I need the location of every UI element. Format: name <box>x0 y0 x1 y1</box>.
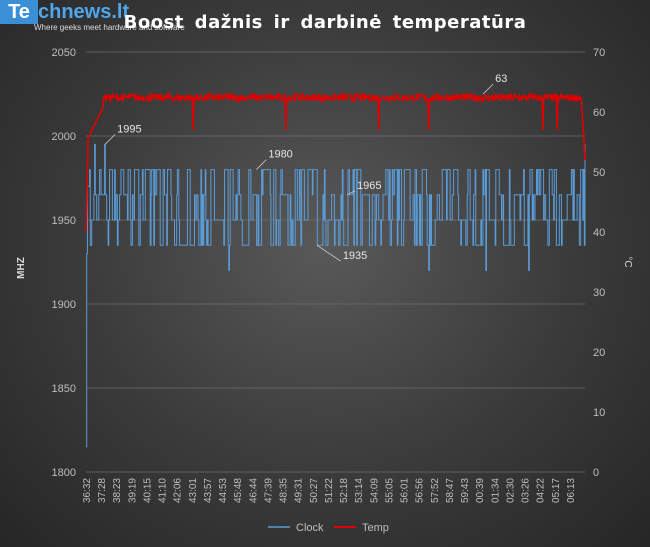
x-tick-label: 38:23 <box>112 478 123 503</box>
x-tick-label: 36:32 <box>82 478 93 503</box>
y-tick-label: 1850 <box>52 383 76 395</box>
legend-label: Temp <box>362 522 389 534</box>
x-tick-label: 55:05 <box>384 478 395 503</box>
y-tick-label: 2050 <box>52 47 76 59</box>
annotation-label: 1935 <box>343 250 367 262</box>
y-tick-label: 1950 <box>52 215 76 227</box>
annotation-label: 63 <box>495 73 507 85</box>
annotation-leader <box>104 134 116 145</box>
x-tick-label: 46:44 <box>248 478 259 503</box>
y-tick-label: 2000 <box>52 131 76 143</box>
x-tick-label: 02:30 <box>505 478 516 503</box>
legend-label: Clock <box>296 522 324 534</box>
logo-tagline: Where geeks meet hardware and software <box>34 23 185 32</box>
logo-highlight: Te <box>0 0 38 24</box>
x-tick-label: 56:01 <box>400 478 411 503</box>
y2-tick-label: 20 <box>593 347 605 359</box>
x-tick-label: 52:18 <box>339 478 350 503</box>
annotation-label: 1980 <box>268 149 292 161</box>
x-tick-label: 43:57 <box>203 478 214 503</box>
annotation-leader <box>482 83 494 95</box>
annotation-leader <box>256 159 267 170</box>
x-tick-label: 39:19 <box>127 478 138 503</box>
y2-tick-label: 60 <box>593 107 605 119</box>
chart-title: Boost dažnis ir darbinė temperatūra <box>123 12 527 33</box>
x-tick-label: 58:47 <box>445 478 456 503</box>
x-tick-label: 43:01 <box>188 478 199 503</box>
x-tick-label: 01:34 <box>490 478 501 503</box>
x-tick-label: 04:22 <box>536 478 547 503</box>
x-tick-label: 47:39 <box>263 478 274 503</box>
annotation-leader <box>346 190 356 196</box>
y2-tick-label: 70 <box>593 47 605 59</box>
x-tick-label: 54:09 <box>369 478 380 503</box>
x-tick-label: 57:52 <box>430 478 441 503</box>
annotation-label: 1995 <box>117 123 141 135</box>
x-tick-label: 44:53 <box>218 478 229 503</box>
annotation-leader <box>316 244 342 262</box>
logo-text: chnews.lt <box>38 1 130 23</box>
x-tick-label: 05:17 <box>551 478 562 503</box>
y-tick-label: 1800 <box>52 467 76 479</box>
x-tick-label: 56:56 <box>415 478 426 503</box>
x-tick-label: 40:15 <box>142 478 153 503</box>
y2-tick-label: 50 <box>593 167 605 179</box>
x-tick-label: 51:22 <box>324 478 335 503</box>
annotation-label: 1965 <box>357 180 381 192</box>
y2-tick-label: 40 <box>593 227 605 239</box>
y2-axis-label: °C <box>622 256 633 267</box>
x-tick-label: 45:48 <box>233 478 244 503</box>
x-tick-label: 03:26 <box>521 478 532 503</box>
x-tick-label: 37:28 <box>97 478 108 503</box>
x-tick-label: 06:13 <box>566 478 577 503</box>
x-tick-label: 53:14 <box>354 478 365 503</box>
y2-tick-label: 0 <box>593 467 599 479</box>
y2-tick-label: 10 <box>593 407 605 419</box>
x-tick-label: 50:27 <box>309 478 320 503</box>
x-tick-label: 41:10 <box>158 478 169 503</box>
y2-tick-label: 30 <box>593 287 605 299</box>
y-axis-label: MHZ <box>16 257 27 279</box>
technews-logo: Te chnews.lt Where geeks meet hardware a… <box>0 0 185 34</box>
y-tick-label: 1900 <box>52 299 76 311</box>
x-tick-label: 59:43 <box>460 478 471 503</box>
clock-series-line <box>86 143 586 448</box>
x-tick-label: 49:31 <box>294 478 305 503</box>
x-tick-label: 42:06 <box>173 478 184 503</box>
x-tick-label: 00:39 <box>475 478 486 503</box>
x-tick-label: 48:35 <box>279 478 290 503</box>
temp-series-line <box>85 91 586 233</box>
